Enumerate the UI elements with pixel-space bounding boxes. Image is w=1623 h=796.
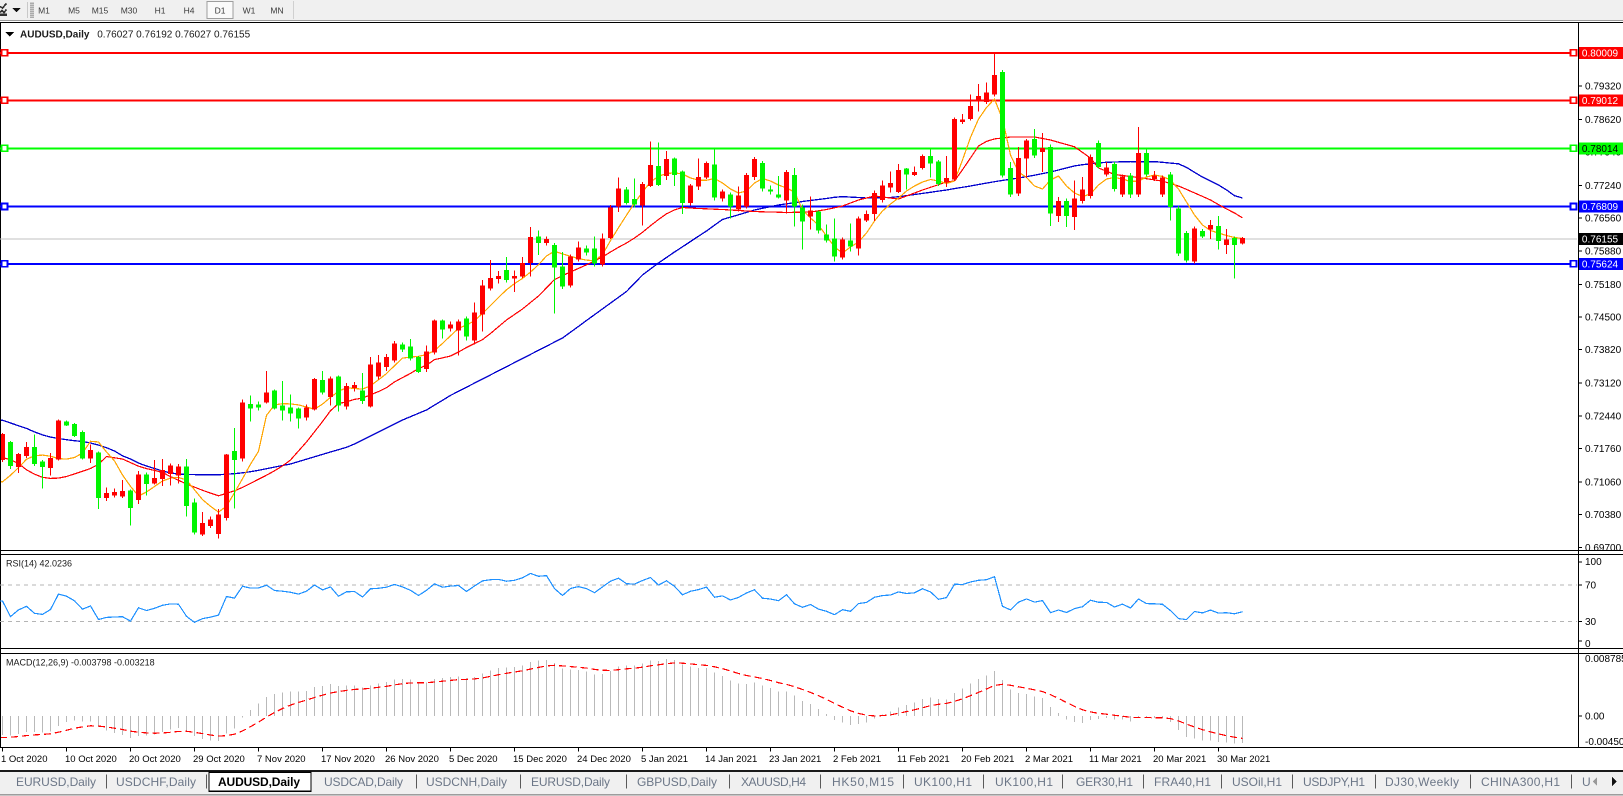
svg-text:H4: H4	[184, 6, 195, 16]
svg-text:29 Oct 2020: 29 Oct 2020	[193, 754, 245, 765]
svg-text:2 Feb 2021: 2 Feb 2021	[833, 754, 881, 765]
svg-text:0.74500: 0.74500	[1585, 313, 1622, 324]
svg-text:0.73820: 0.73820	[1585, 345, 1622, 356]
svg-text:U: U	[1582, 775, 1591, 789]
svg-text:14 Jan 2021: 14 Jan 2021	[705, 754, 757, 765]
svg-text:M15: M15	[92, 6, 109, 16]
svg-text:USDJPY,H1: USDJPY,H1	[1303, 775, 1365, 789]
svg-text:USDCAD,Daily: USDCAD,Daily	[324, 775, 403, 789]
svg-text:0.75880: 0.75880	[1585, 246, 1622, 257]
svg-text:26 Nov 2020: 26 Nov 2020	[385, 754, 439, 765]
svg-text:GER30,H1: GER30,H1	[1076, 775, 1133, 789]
svg-text:FRA40,H1: FRA40,H1	[1154, 775, 1211, 789]
svg-text:7 Nov 2020: 7 Nov 2020	[257, 754, 306, 765]
svg-text:1 Oct 2020: 1 Oct 2020	[1, 754, 47, 765]
svg-text:-0.004503: -0.004503	[1585, 737, 1623, 748]
svg-text:20 Mar 2021: 20 Mar 2021	[1153, 754, 1206, 765]
svg-text:0.75180: 0.75180	[1585, 280, 1622, 291]
svg-text:10 Oct 2020: 10 Oct 2020	[65, 754, 117, 765]
svg-text:0.69700: 0.69700	[1585, 543, 1622, 554]
svg-text:15 Dec 2020: 15 Dec 2020	[513, 754, 567, 765]
svg-text:17 Nov 2020: 17 Nov 2020	[321, 754, 375, 765]
svg-text:0.76560: 0.76560	[1585, 214, 1622, 225]
svg-text:2 Mar 2021: 2 Mar 2021	[1025, 754, 1073, 765]
svg-text:GBPUSD,Daily: GBPUSD,Daily	[637, 775, 717, 789]
svg-text:XAUUSD,H4: XAUUSD,H4	[741, 775, 806, 789]
svg-text:AUDUSD,Daily 0.76027 0.76192: AUDUSD,Daily 0.76027 0.76192 0.76027 0.7…	[20, 30, 251, 41]
svg-text:0.75624: 0.75624	[1582, 259, 1619, 270]
svg-text:0.72440: 0.72440	[1585, 411, 1622, 422]
svg-text:0.76809: 0.76809	[1582, 202, 1619, 213]
svg-text:DJ30,Weekly: DJ30,Weekly	[1385, 775, 1459, 789]
svg-text:70: 70	[1585, 581, 1597, 592]
svg-text:100: 100	[1585, 557, 1602, 568]
svg-text:UK100,H1: UK100,H1	[914, 775, 972, 789]
svg-text:M1: M1	[38, 6, 50, 16]
svg-text:MACD(12,26,9) -0.003798 -0.003: MACD(12,26,9) -0.003798 -0.003218	[6, 658, 155, 668]
svg-text:0.71060: 0.71060	[1585, 478, 1622, 489]
svg-text:11 Mar 2021: 11 Mar 2021	[1089, 754, 1142, 765]
svg-text:23 Jan 2021: 23 Jan 2021	[769, 754, 821, 765]
svg-text:0.79012: 0.79012	[1582, 96, 1619, 107]
svg-text:CHINA300,H1: CHINA300,H1	[1481, 775, 1560, 789]
svg-text:USOil,H1: USOil,H1	[1232, 775, 1282, 789]
svg-text:HK50,M15: HK50,M15	[832, 775, 894, 789]
svg-text:MN: MN	[270, 6, 283, 16]
svg-text:0.78620: 0.78620	[1585, 115, 1622, 126]
svg-text:5 Dec 2020: 5 Dec 2020	[449, 754, 498, 765]
svg-text:0.80009: 0.80009	[1582, 48, 1619, 59]
svg-text:0.76155: 0.76155	[1582, 235, 1619, 246]
svg-text:0.71760: 0.71760	[1585, 444, 1622, 455]
svg-text:H1: H1	[155, 6, 166, 16]
svg-text:UK100,H1: UK100,H1	[995, 775, 1053, 789]
svg-text:11 Feb 2021: 11 Feb 2021	[897, 754, 950, 765]
svg-text:M30: M30	[121, 6, 138, 16]
svg-text:W1: W1	[243, 6, 256, 16]
svg-text:AUDUSD,Daily: AUDUSD,Daily	[218, 775, 300, 789]
svg-text:0.79320: 0.79320	[1585, 81, 1622, 92]
svg-text:EURUSD,Daily: EURUSD,Daily	[16, 775, 96, 789]
svg-text:0.73120: 0.73120	[1585, 379, 1622, 390]
svg-text:20 Oct 2020: 20 Oct 2020	[129, 754, 181, 765]
svg-text:RSI(14) 42.0236: RSI(14) 42.0236	[6, 559, 72, 569]
svg-text:30 Mar 2021: 30 Mar 2021	[1217, 754, 1270, 765]
svg-text:0.008785: 0.008785	[1585, 654, 1623, 665]
svg-text:D1: D1	[215, 6, 226, 16]
svg-text:20 Feb 2021: 20 Feb 2021	[961, 754, 1014, 765]
svg-text:EURUSD,Daily: EURUSD,Daily	[531, 775, 610, 789]
svg-text:0: 0	[1585, 639, 1591, 650]
svg-text:5 Jan 2021: 5 Jan 2021	[641, 754, 688, 765]
svg-text:0.78014: 0.78014	[1582, 144, 1619, 155]
svg-text:USDCHF,Daily: USDCHF,Daily	[116, 775, 196, 789]
svg-text:30: 30	[1585, 617, 1597, 628]
svg-text:M5: M5	[68, 6, 80, 16]
svg-text:USDCNH,Daily: USDCNH,Daily	[426, 775, 507, 789]
svg-text:0.00: 0.00	[1585, 712, 1605, 723]
svg-text:24 Dec 2020: 24 Dec 2020	[577, 754, 631, 765]
svg-text:0.70380: 0.70380	[1585, 510, 1622, 521]
svg-text:0.77240: 0.77240	[1585, 181, 1622, 192]
